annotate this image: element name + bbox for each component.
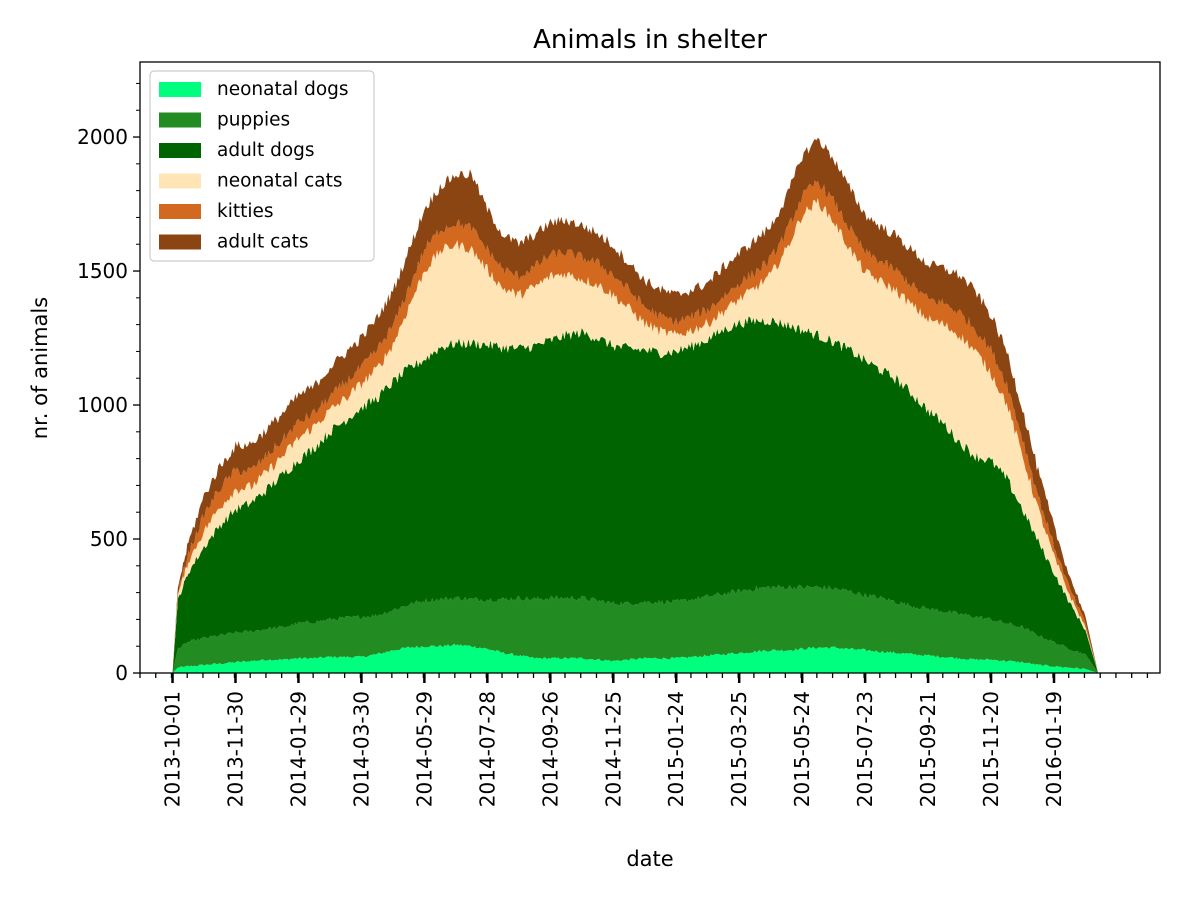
x-tick-label: 2013-11-30: [224, 691, 248, 807]
legend-swatch: [159, 112, 201, 128]
x-tick-label: 2015-11-20: [979, 691, 1003, 807]
area-adult-dogs: [172, 316, 1099, 673]
chart-title: Animals in shelter: [533, 25, 767, 55]
x-tick-label: 2015-07-23: [853, 691, 877, 807]
legend-label: puppies: [217, 110, 290, 131]
area-puppies: [172, 584, 1099, 673]
x-tick-label: 2014-05-29: [412, 691, 436, 807]
x-axis-label: date: [626, 847, 673, 871]
y-tick-label: 2000: [77, 125, 128, 149]
x-tick-label: 2014-03-30: [349, 691, 373, 807]
legend-swatch: [159, 143, 201, 158]
area-neonatal-cats: [172, 197, 1099, 673]
y-axis-label: nr. of animals: [28, 297, 52, 439]
legend-label: neonatal cats: [217, 171, 343, 192]
y-axis: 0 500 1000 1500 2000: [77, 82, 140, 685]
x-tick-label: 2015-09-21: [916, 691, 940, 807]
legend-swatch: [159, 82, 201, 97]
area-layers: [172, 137, 1099, 674]
plot-frame: [139, 61, 1161, 674]
legend-label: adult cats: [217, 232, 308, 253]
x-tick-label: 2015-05-24: [790, 691, 814, 807]
x-tick-label: 2013-10-01: [161, 691, 185, 807]
area-neonatal-dogs: [172, 643, 1099, 673]
x-tick-label: 2014-01-29: [287, 691, 311, 807]
y-tick-label: 0: [115, 661, 128, 685]
y-tick-label: 500: [90, 527, 128, 551]
x-axis: 2013-10-01 2013-11-30 2014-01-29 2014-03-30…: [139, 673, 1149, 807]
x-tick-label: 2015-01-24: [664, 691, 688, 807]
x-tick-label: 2014-07-28: [475, 691, 499, 807]
x-tick-label: 2015-03-25: [727, 691, 751, 807]
x-tick-label: 2014-11-25: [601, 691, 625, 807]
area-adult-cats: [172, 137, 1099, 674]
legend-box: [149, 70, 375, 262]
x-tick-label: 2016-01-19: [1042, 691, 1066, 807]
x-tick-label: 2014-09-26: [538, 691, 562, 807]
legend-swatch: [159, 204, 201, 219]
legend-label: adult dogs: [217, 140, 315, 161]
legend-label: neonatal dogs: [217, 79, 349, 100]
y-tick-label: 1500: [77, 259, 128, 283]
legend-swatch: [159, 173, 201, 189]
legend: neonatal dogs puppies adult dogs neonatal c…: [149, 70, 375, 262]
legend-swatch: [159, 234, 201, 250]
y-tick-label: 1000: [77, 393, 128, 417]
legend-label: kitties: [217, 201, 274, 222]
